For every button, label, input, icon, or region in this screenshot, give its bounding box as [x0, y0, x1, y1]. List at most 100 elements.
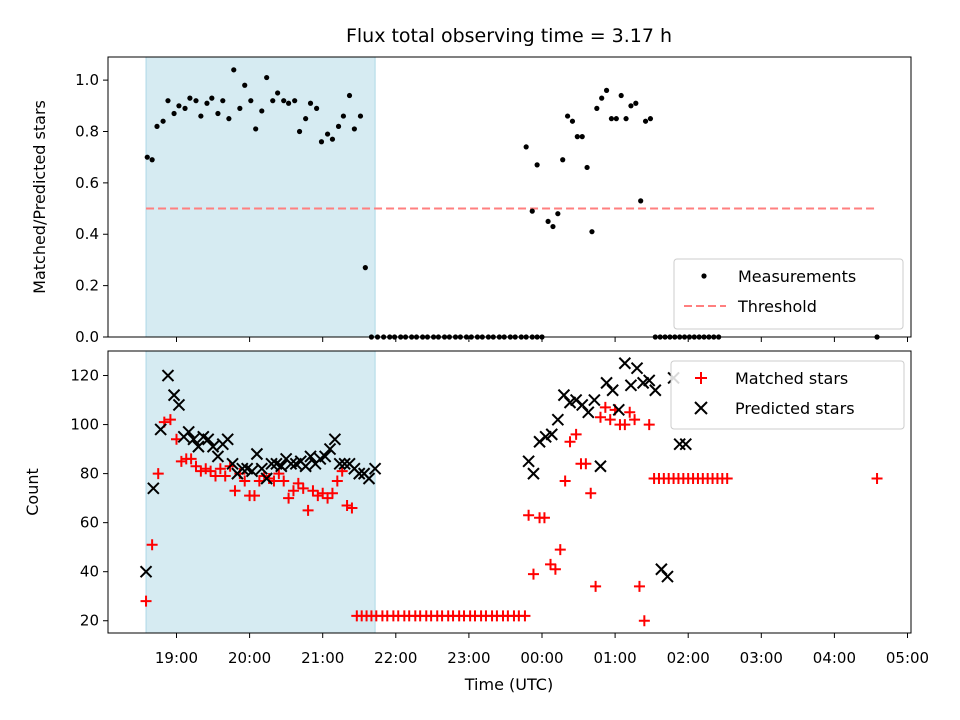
measurement-point: [303, 116, 309, 122]
matched-star-point: [200, 463, 212, 475]
measurement-point: [642, 118, 649, 124]
matched-star-point: [307, 485, 319, 497]
matched-star-point: [624, 406, 636, 418]
measurement-point: [613, 116, 619, 122]
legend-dot-swatch: [701, 273, 707, 279]
bottom-y-tick-label: 20: [80, 612, 99, 630]
measurement-point: [187, 95, 193, 101]
predicted-star-point: [582, 406, 595, 419]
measurement-point: [638, 198, 644, 204]
matched-star-point: [229, 485, 241, 497]
measurement-point: [579, 134, 585, 140]
predicted-star-point: [172, 398, 186, 412]
measurement-point: [523, 144, 529, 150]
predicted-star-point: [139, 565, 153, 578]
matched-star-point: [312, 490, 324, 502]
matched-star-point: [545, 558, 557, 570]
x-tick-label: 21:00: [301, 649, 344, 667]
matched-star-point: [590, 580, 602, 592]
measurement-point: [340, 113, 347, 119]
predicted-star-point: [673, 437, 686, 451]
matched-star-point: [549, 563, 561, 575]
measurement-point: [176, 103, 182, 109]
matched-star-point: [519, 610, 531, 622]
predicted-star-point: [304, 450, 317, 463]
measurement-point: [182, 105, 188, 111]
predicted-star-point: [679, 437, 692, 451]
matched-star-point: [140, 595, 152, 607]
matched-star-point: [209, 470, 221, 482]
matched-star-point: [317, 487, 329, 499]
measurement-point: [335, 123, 342, 129]
x-tick-label: 22:00: [374, 649, 417, 667]
measurement-point: [550, 223, 556, 230]
predicted-star-point: [328, 433, 342, 446]
predicted-star-point: [147, 482, 160, 495]
matched-star-point: [580, 458, 592, 470]
measurement-point: [193, 98, 199, 104]
matched-star-point: [205, 465, 217, 477]
measurement-point: [603, 87, 610, 93]
predicted-star-point: [594, 460, 607, 473]
legend-label: Measurements: [738, 267, 856, 286]
matched-star-point: [871, 473, 883, 485]
measurement-point: [623, 116, 629, 122]
predicted-star-point: [192, 440, 205, 453]
predicted-star-point: [187, 433, 200, 446]
measurement-point: [346, 92, 353, 99]
x-tick-label: 02:00: [667, 649, 710, 667]
predicted-star-point: [527, 467, 540, 480]
predicted-star-point: [201, 433, 215, 446]
matched-star-point: [331, 475, 343, 487]
predicted-star-point: [226, 457, 239, 471]
predicted-star-point: [551, 413, 565, 426]
matched-star-point: [195, 465, 207, 477]
measurement-point: [534, 162, 540, 168]
matched-star-point: [278, 475, 290, 487]
predicted-star-point: [661, 570, 674, 583]
predicted-star-point: [612, 403, 625, 417]
measurement-point: [569, 118, 576, 124]
matched-star-point: [341, 499, 353, 511]
predicted-star-point: [624, 379, 638, 392]
measurement-point: [589, 229, 595, 235]
top-y-axis-label: Matched/Predicted stars: [30, 100, 49, 294]
measurement-point: [647, 116, 654, 122]
predicted-star-point: [643, 374, 656, 387]
measurement-point: [594, 105, 600, 111]
top-plot-frame: [107, 56, 912, 338]
chart-title: Flux total observing time = 3.17 h: [346, 25, 672, 47]
x-tick-label: 01:00: [593, 649, 636, 667]
matched-star-point: [721, 473, 733, 485]
predicted-star-point: [161, 369, 175, 382]
matched-star-point: [239, 475, 251, 487]
measurement-point: [351, 126, 357, 132]
matched-star-point: [302, 504, 314, 516]
predicted-star-point: [167, 388, 181, 402]
matched-star-point: [322, 492, 334, 504]
matched-star-point: [643, 419, 655, 431]
measurement-point: [357, 113, 364, 119]
measurement-point: [574, 134, 580, 140]
matched-star-point: [638, 615, 650, 627]
measurement-point: [618, 92, 624, 99]
predicted-star-point: [250, 447, 264, 461]
bottom-y-tick-label: 80: [80, 465, 99, 483]
matched-star-point: [629, 414, 641, 426]
measurement-point: [608, 116, 615, 122]
measurement-point: [529, 208, 535, 214]
measurement-point: [259, 108, 265, 114]
measurement-point: [248, 98, 254, 104]
bottom-plot-frame: [107, 350, 912, 634]
x-tick-label: 04:00: [813, 649, 856, 667]
matched-star-point: [538, 512, 550, 524]
top-y-tick-label: 1.0: [75, 71, 99, 89]
predicted-star-point: [284, 457, 298, 471]
measurement-point: [296, 128, 303, 135]
predicted-star-point: [182, 425, 195, 439]
matched-star-point: [559, 475, 571, 487]
x-tick-label: 20:00: [228, 649, 271, 667]
predicted-star-point: [588, 393, 601, 407]
predicted-star-point: [618, 357, 632, 370]
